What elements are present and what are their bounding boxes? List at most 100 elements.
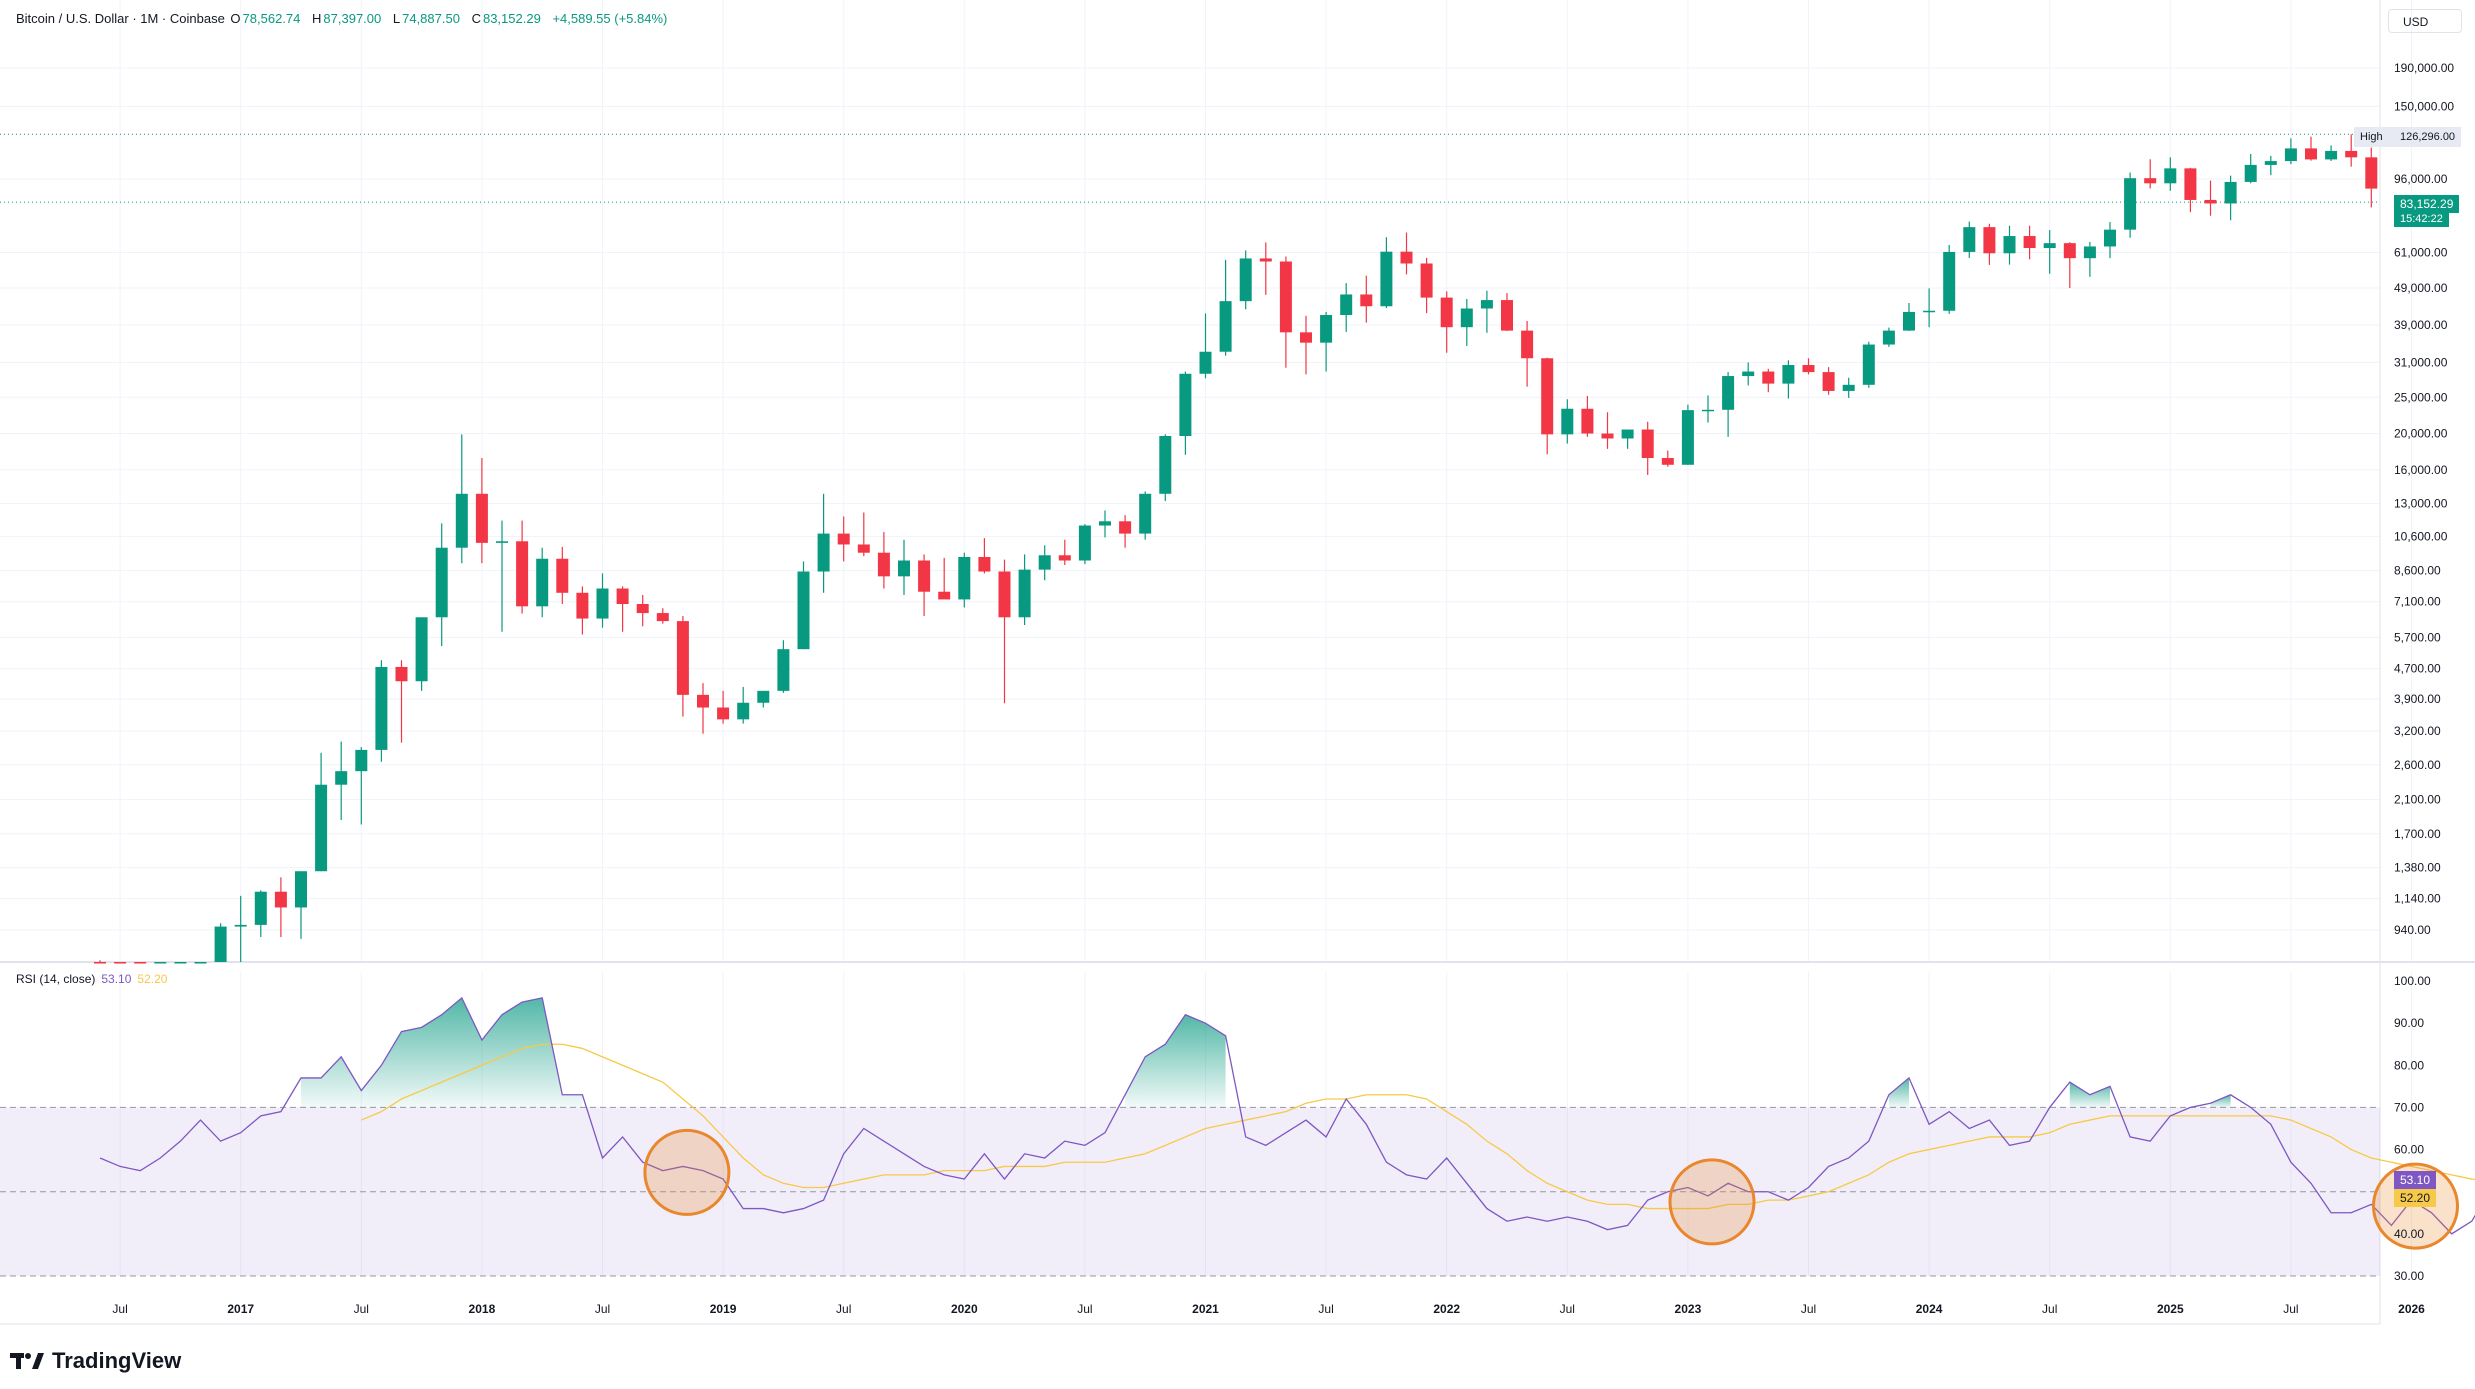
price-tick-label: 1,380.00: [2394, 861, 2441, 875]
tradingview-logo-icon: [10, 1353, 44, 1369]
candle: [2365, 147, 2378, 208]
candle: [254, 890, 267, 938]
candle: [737, 686, 750, 724]
candle: [1702, 395, 1714, 423]
price-tick-label: 16,000.00: [2394, 463, 2448, 477]
candle: [1440, 291, 1453, 353]
candle: [1661, 450, 1674, 467]
candle-body: [1963, 227, 1976, 252]
close-label: C: [471, 11, 481, 26]
candle-body: [1641, 429, 1654, 459]
candle: [1882, 327, 1895, 347]
candle-body: [2345, 150, 2358, 158]
symbol-title[interactable]: Bitcoin / U.S. Dollar · 1M · Coinbase: [16, 11, 225, 26]
candle: [1601, 412, 1614, 449]
candle-body: [998, 571, 1011, 618]
candle: [1078, 524, 1091, 565]
candle-body: [2204, 199, 2217, 204]
candle: [2204, 180, 2217, 216]
candle-body: [1380, 251, 1393, 307]
candle-body: [1420, 263, 1433, 298]
candle: [1842, 377, 1855, 398]
candle: [1561, 399, 1574, 444]
candle-body: [1279, 261, 1292, 333]
rsi-title[interactable]: RSI (14, close): [16, 972, 96, 986]
time-axis[interactable]: Jul 2017 Jul 2018 Jul 2019 Jul 2020 Jul 2021 Jul 20…: [0, 1302, 2475, 1325]
rsi-ma-line: [361, 1043, 2475, 1210]
candle-body: [2144, 178, 2157, 184]
low-value: 74,887.50: [402, 11, 460, 26]
price-tick-label: 4,700.00: [2394, 662, 2441, 676]
candle-body: [857, 544, 870, 553]
candle-body: [295, 871, 307, 908]
candle-body: [837, 533, 850, 545]
rsi-header: RSI (14, close) 53.10 52.20: [16, 972, 167, 986]
rsi-overbought-fill: [1888, 1077, 1909, 1108]
candle: [2083, 241, 2096, 277]
candle: [1903, 302, 1915, 332]
candle-body: [1400, 251, 1413, 264]
candle-body: [1681, 410, 1694, 465]
candle-body: [1320, 315, 1333, 343]
time-tick-label: Jul: [2283, 1302, 2298, 1316]
candle: [1541, 357, 1554, 455]
price-tick-label: 1,140.00: [2394, 892, 2441, 906]
candle-body: [2305, 148, 2317, 160]
candle-body: [978, 556, 991, 572]
candle-body: [1541, 358, 1554, 435]
candle-body: [877, 552, 890, 577]
price-tick-label: 2,600.00: [2394, 758, 2441, 772]
candle-body: [2164, 168, 2177, 184]
rsi-axis[interactable]: 100.00 90.00 80.00 70.00 60.00 40.00 30.00: [2394, 974, 2431, 1283]
candle-body: [2224, 181, 2237, 204]
candle: [455, 434, 468, 564]
candle: [2184, 167, 2197, 213]
rsi-tick-label: 70.00: [2394, 1100, 2424, 1114]
candle: [938, 557, 951, 600]
currency-button[interactable]: USD: [2388, 9, 2462, 33]
candle: [1862, 341, 1875, 388]
candle-body: [1943, 251, 1956, 311]
time-tick-label: 2026: [2398, 1302, 2425, 1316]
candle-body: [335, 771, 348, 785]
candle: [1159, 434, 1172, 502]
candle: [2164, 157, 2177, 191]
candle: [315, 752, 328, 872]
candle: [214, 923, 227, 962]
candle: [2244, 153, 2257, 184]
candle: [174, 962, 187, 964]
price-tick-label: 5,700.00: [2394, 630, 2441, 644]
rsi-line: [99, 996, 2475, 1235]
candle-body: [1561, 408, 1574, 435]
candle-body: [1480, 300, 1493, 309]
tradingview-logo[interactable]: TradingView: [10, 1348, 181, 1374]
candle: [1521, 320, 1534, 387]
candle: [475, 458, 488, 564]
candle: [194, 962, 207, 964]
candle: [1983, 223, 1996, 265]
candle-body: [596, 588, 609, 619]
candle: [1762, 368, 1775, 393]
price-tick-label: 13,000.00: [2394, 496, 2448, 510]
candle: [1782, 360, 1795, 399]
candle-body: [2043, 243, 2056, 249]
price-tick-label: 39,000.00: [2394, 318, 2448, 332]
candle-body: [415, 617, 428, 682]
time-tick-label: Jul: [1801, 1302, 1816, 1316]
candle: [1119, 515, 1132, 548]
candle-body: [1038, 555, 1051, 570]
candle: [1802, 358, 1815, 375]
candle: [1219, 259, 1232, 356]
candle-body: [194, 962, 207, 964]
candle: [1199, 313, 1212, 379]
candle-body: [2124, 178, 2137, 230]
candle-body: [958, 556, 971, 600]
time-tick-label: Jul: [354, 1302, 369, 1316]
price-tick-label: 3,200.00: [2394, 724, 2441, 738]
candle: [2305, 136, 2317, 161]
candle: [576, 586, 589, 635]
candle-body: [2184, 168, 2197, 200]
candle-body: [656, 613, 669, 622]
time-tick-label: 2020: [951, 1302, 978, 1316]
